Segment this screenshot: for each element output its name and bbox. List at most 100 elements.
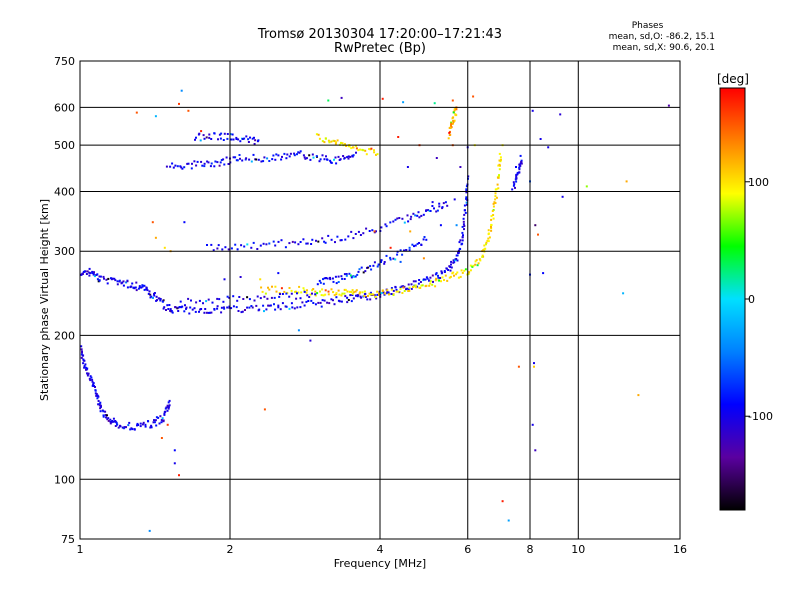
data-point [462, 234, 464, 237]
data-point [476, 264, 479, 267]
data-point [86, 270, 89, 273]
data-point [334, 156, 337, 159]
data-point [338, 300, 341, 303]
data-point [330, 140, 333, 143]
data-point [180, 166, 183, 169]
data-point [429, 282, 432, 285]
data-point [105, 278, 108, 281]
data-point [444, 274, 447, 277]
data-point [625, 180, 628, 183]
data-point [184, 304, 186, 307]
data-point [139, 422, 142, 425]
data-point [274, 285, 277, 288]
data-point [376, 293, 379, 296]
data-point [394, 258, 397, 261]
data-point [445, 267, 448, 270]
data-point [518, 166, 521, 169]
data-point [418, 242, 420, 244]
data-point [373, 294, 376, 296]
data-point [107, 419, 110, 422]
data-point [302, 154, 305, 157]
data-point [414, 280, 417, 283]
data-point [456, 254, 459, 257]
data-point [126, 286, 129, 289]
colorbar-tick-label: 100 [748, 176, 769, 189]
data-point [155, 295, 158, 298]
data-point [214, 160, 217, 163]
data-point [311, 238, 314, 241]
data-point [89, 272, 92, 275]
data-point [395, 290, 398, 293]
data-point [458, 247, 461, 250]
data-point [216, 297, 219, 300]
data-point [168, 404, 171, 407]
data-point [344, 288, 347, 291]
data-point [380, 292, 383, 294]
data-point [337, 289, 340, 292]
data-point [407, 220, 410, 223]
data-point [373, 230, 376, 233]
data-point [312, 288, 315, 290]
data-point [369, 265, 372, 268]
data-point [492, 217, 495, 220]
data-point [248, 298, 251, 301]
data-point [330, 298, 333, 301]
data-point [431, 205, 434, 207]
data-point [235, 138, 238, 140]
data-point [463, 228, 465, 231]
x-axis-label: Frequency [MHz] [334, 557, 426, 570]
data-point [168, 399, 171, 402]
data-point [390, 293, 393, 295]
data-point [245, 135, 248, 138]
data-point [161, 417, 164, 420]
chart-title: Tromsø 20130304 17:20:00–17:21:43 [257, 27, 503, 42]
data-point [256, 248, 259, 250]
data-point [277, 240, 280, 243]
data-point [80, 348, 83, 351]
data-point [105, 416, 107, 419]
data-point [334, 142, 337, 145]
data-point [122, 284, 125, 287]
data-point [238, 154, 241, 156]
data-point [200, 130, 203, 133]
data-point [151, 221, 154, 224]
data-point [383, 293, 386, 296]
data-point [392, 289, 395, 292]
data-point [335, 282, 338, 285]
data-point [418, 279, 421, 281]
data-point [452, 261, 455, 264]
data-point [291, 306, 294, 309]
data-point [385, 292, 388, 295]
data-point [347, 299, 350, 301]
data-point [154, 419, 157, 422]
data-point [133, 286, 136, 289]
data-point [280, 287, 283, 290]
data-point [339, 158, 342, 161]
data-point [346, 156, 349, 159]
data-point [373, 149, 375, 152]
data-point [91, 272, 94, 274]
data-point [198, 299, 201, 302]
data-point [191, 308, 194, 311]
data-point [487, 232, 490, 235]
data-point [340, 141, 342, 144]
data-point [243, 137, 246, 140]
data-point [455, 108, 458, 111]
data-point [114, 425, 117, 427]
data-point [242, 298, 245, 300]
data-point [259, 278, 262, 281]
data-point [236, 299, 239, 302]
data-point [293, 154, 296, 157]
data-point [419, 286, 422, 289]
data-point [288, 307, 291, 310]
data-point [240, 311, 243, 314]
data-point [298, 151, 301, 154]
data-point [333, 303, 336, 306]
data-point [392, 294, 395, 296]
data-point [385, 225, 388, 228]
data-point [408, 249, 411, 252]
data-point [512, 184, 515, 187]
data-point [295, 297, 298, 300]
data-point [312, 156, 315, 159]
data-point [462, 223, 465, 226]
